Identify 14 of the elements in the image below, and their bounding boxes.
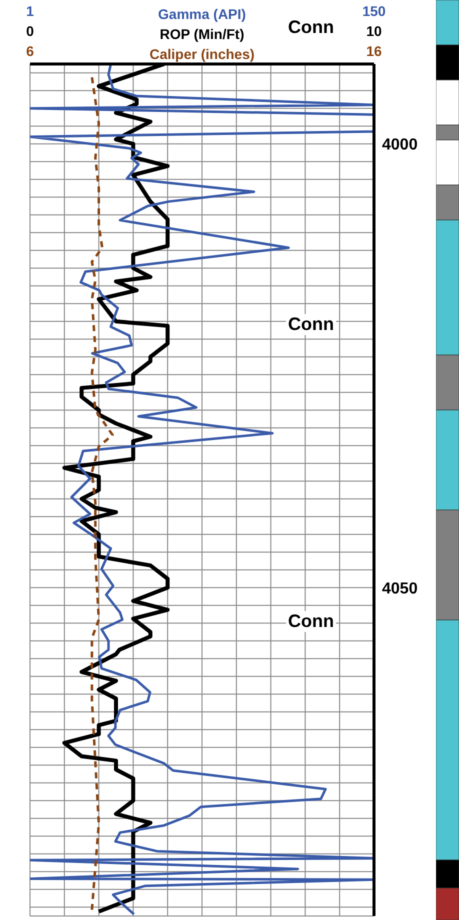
x-tick-label: 16 xyxy=(366,43,382,59)
annotation: Conn xyxy=(286,314,336,335)
x2-tick-label: 150 xyxy=(362,3,386,19)
y-tick-label: 4000 xyxy=(382,136,418,154)
text: Conn xyxy=(286,17,336,38)
x-axis-title: Caliper (inches) xyxy=(149,46,255,62)
x-tick-label: 0 xyxy=(26,23,34,39)
y-tick-label: 4050 xyxy=(382,580,418,598)
x-tick-label: 6 xyxy=(26,43,34,59)
x2-tick-label: 1 xyxy=(26,3,34,19)
x-axis-title: ROP (Min/Ft) xyxy=(160,26,244,42)
x-tick-label: 10 xyxy=(366,23,382,39)
x2-axis-title: Gamma (API) xyxy=(158,6,246,22)
annotation: Conn xyxy=(286,611,336,632)
